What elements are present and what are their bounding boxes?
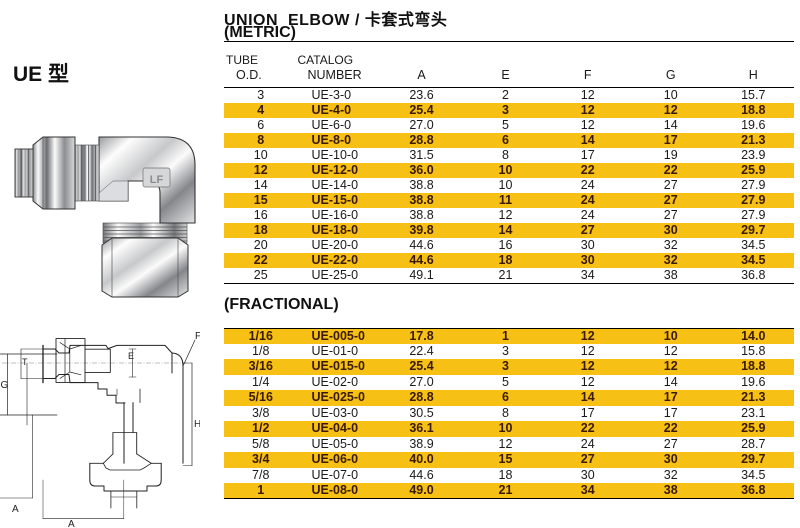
svg-text:A: A [12, 504, 19, 515]
svg-text:T: T [22, 357, 28, 367]
svg-text:A: A [68, 519, 75, 528]
svg-text:H: H [194, 419, 200, 430]
svg-text:E: E [128, 351, 134, 361]
svg-text:F: F [195, 331, 200, 342]
svg-text:LF: LF [150, 174, 164, 186]
svg-text:G: G [1, 380, 9, 391]
